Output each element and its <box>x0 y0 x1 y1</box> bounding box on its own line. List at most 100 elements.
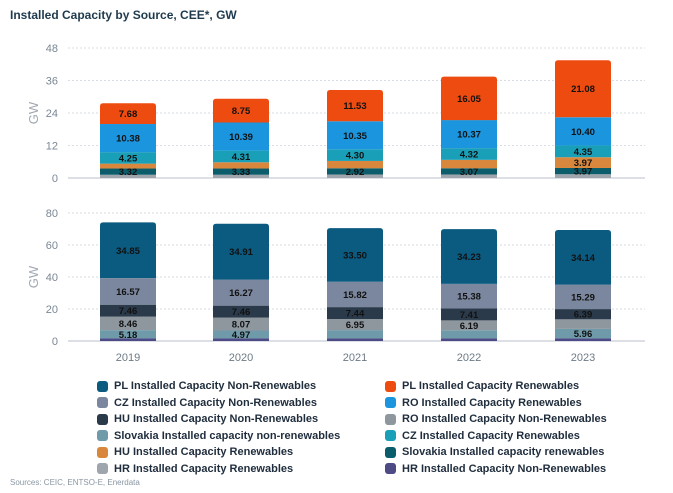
data-label: 7.41 <box>460 310 479 321</box>
bar-segment <box>555 309 611 320</box>
bar-segment <box>555 60 611 118</box>
legend-swatch <box>385 380 396 392</box>
bar-segment <box>100 174 156 178</box>
data-label: 4.31 <box>232 152 251 163</box>
data-label: 4.32 <box>460 150 479 161</box>
y-axis-label: GW <box>26 265 41 288</box>
bar-segment <box>100 278 156 305</box>
data-label: 3.33 <box>232 167 251 178</box>
bar-segment <box>213 330 269 339</box>
legend-item[interactable]: HU Installed Capacity Non-Renewables <box>97 411 318 427</box>
data-label: 10.37 <box>457 130 481 141</box>
legend-item[interactable]: PL Installed Capacity Non-Renewables <box>97 378 316 394</box>
y-tick-label: 24 <box>46 108 58 120</box>
bar-segment <box>100 222 156 279</box>
data-label: 11.53 <box>343 101 366 112</box>
data-label: 3.97 <box>574 167 593 178</box>
bar-segment <box>555 338 611 341</box>
legend-swatch <box>97 413 108 425</box>
data-label: 8.75 <box>232 106 251 117</box>
bar-segment <box>555 174 611 178</box>
bar-segment <box>555 167 611 175</box>
data-label: 5.96 <box>574 329 593 340</box>
y-tick-label: 60 <box>46 240 58 252</box>
bar-segment <box>441 338 497 341</box>
bar-segment <box>441 120 497 149</box>
bar-segment <box>213 305 269 318</box>
bar-segment <box>441 330 497 339</box>
data-label: 15.38 <box>457 292 481 303</box>
x-tick-label: 2019 <box>116 352 140 364</box>
data-label: 7.68 <box>119 109 138 120</box>
y-tick-label: 80 <box>46 208 58 220</box>
data-label: 34.91 <box>229 247 253 258</box>
data-label: 6.39 <box>574 310 593 321</box>
data-label: 10.40 <box>571 127 595 138</box>
bar-segment <box>555 157 611 168</box>
legend-label: HR Installed Capacity Renewables <box>114 462 294 475</box>
legend-item[interactable]: HR Installed Capacity Renewables <box>97 461 293 477</box>
y-tick-label: 12 <box>46 141 58 153</box>
legend-item[interactable]: RO Installed Capacity Non-Renewables <box>385 411 607 427</box>
legend-label: HR Installed Capacity Non-Renewables <box>402 462 607 475</box>
legend-item[interactable]: CZ Installed Capacity Non-Renewables <box>97 395 317 411</box>
bar-segment <box>327 228 383 282</box>
legend-swatch <box>97 430 108 441</box>
legend-swatch <box>385 397 396 408</box>
bar-segment <box>100 316 156 331</box>
data-label: 10.39 <box>229 132 253 143</box>
bar-segment <box>555 328 611 339</box>
bar-segment <box>327 121 383 150</box>
legend-item[interactable]: HU Installed Capacity Renewables <box>97 444 293 460</box>
y-tick-label: 36 <box>46 76 58 88</box>
bar-segment <box>213 223 269 280</box>
legend-item[interactable]: Slovakia Installed capacity non-renewabl… <box>97 428 340 444</box>
bar-segment <box>213 98 269 123</box>
bar-segment <box>327 160 383 169</box>
bar-segment <box>327 307 383 319</box>
legend-label: CZ Installed Capacity Renewables <box>402 429 580 442</box>
data-label: 3.07 <box>460 167 479 178</box>
legend-swatch <box>385 413 396 425</box>
legend-label: RO Installed Capacity Renewables <box>402 396 582 409</box>
bar-segment <box>100 103 156 125</box>
legend-item[interactable]: RO Installed Capacity Renewables <box>385 395 582 411</box>
legend-item[interactable]: PL Installed Capacity Renewables <box>385 378 579 394</box>
bar-segment <box>100 304 156 317</box>
y-tick-label: 0 <box>52 173 58 185</box>
bar-segment <box>327 168 383 175</box>
data-label: 7.46 <box>232 307 251 318</box>
legend-label: Slovakia Installed capacity renewables <box>402 446 605 458</box>
bar-segment <box>555 284 611 310</box>
data-label: 3.32 <box>119 167 138 178</box>
data-label: 4.35 <box>574 147 593 158</box>
bar-segment <box>555 319 611 329</box>
y-tick-label: 20 <box>46 304 58 316</box>
bar-segment <box>100 338 156 341</box>
bar-segment <box>213 174 269 178</box>
bar-segment <box>213 317 269 331</box>
legend-item[interactable]: CZ Installed Capacity Renewables <box>385 428 580 444</box>
x-tick-label: 2021 <box>343 352 367 364</box>
bar-segment <box>441 148 497 160</box>
data-label: 16.05 <box>457 94 481 105</box>
data-label: 6.95 <box>346 320 365 331</box>
legend-item[interactable]: HR Installed Capacity Non-Renewables <box>385 461 606 477</box>
data-label: 10.38 <box>116 134 140 145</box>
data-label: 10.35 <box>343 131 367 142</box>
bar-segment <box>327 330 383 339</box>
bar-segment <box>327 319 383 331</box>
data-label: 8.07 <box>232 320 251 331</box>
data-label: 34.23 <box>457 252 481 263</box>
bar-segment <box>441 308 497 321</box>
bar-segment <box>327 174 383 178</box>
bar-segment <box>441 229 497 284</box>
legend-label: HU Installed Capacity Non-Renewables <box>114 413 319 425</box>
legend-item[interactable]: Slovakia Installed capacity renewables <box>385 444 604 460</box>
bar-segment <box>213 122 269 151</box>
legend-swatch <box>97 380 108 392</box>
legend-swatch <box>385 446 396 458</box>
bar-segment <box>100 163 156 169</box>
legend-label: PL Installed Capacity Renewables <box>402 380 580 392</box>
chart-title: Installed Capacity by Source, CEE*, GW <box>10 8 237 22</box>
